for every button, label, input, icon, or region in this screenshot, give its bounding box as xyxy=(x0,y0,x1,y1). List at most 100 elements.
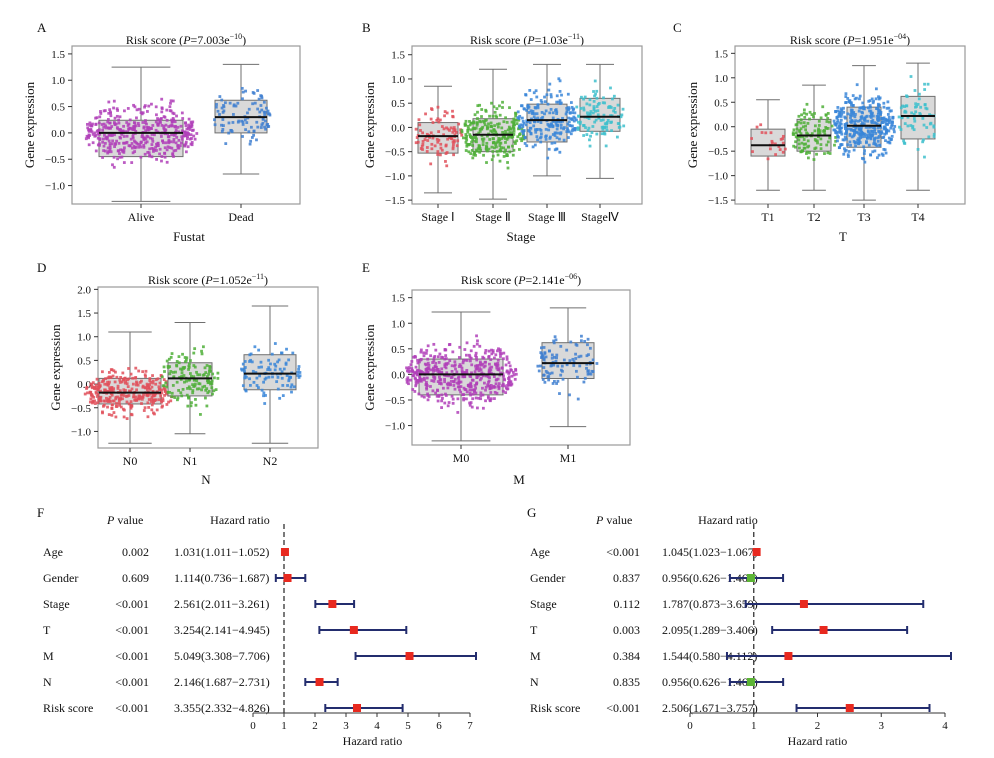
data-point xyxy=(411,369,415,373)
data-point xyxy=(470,405,474,409)
data-point xyxy=(493,124,496,128)
data-point xyxy=(574,352,577,356)
data-point xyxy=(556,123,560,127)
data-point xyxy=(580,95,583,99)
data-point xyxy=(94,123,98,126)
data-point xyxy=(144,121,147,125)
data-point xyxy=(444,143,448,147)
data-point xyxy=(162,365,166,369)
data-point xyxy=(94,149,98,153)
data-point xyxy=(771,141,774,145)
data-point xyxy=(104,388,107,392)
data-point xyxy=(472,390,476,393)
data-point xyxy=(160,375,164,379)
data-point xyxy=(85,387,88,390)
data-point xyxy=(479,360,482,364)
data-point xyxy=(241,120,245,124)
group-Dead: Dead xyxy=(213,63,272,224)
data-point xyxy=(256,107,260,111)
data-point xyxy=(130,413,134,417)
data-point xyxy=(558,99,562,103)
data-point xyxy=(518,126,522,130)
data-point xyxy=(547,375,551,378)
data-point xyxy=(421,148,424,151)
data-point xyxy=(812,158,816,161)
data-point xyxy=(158,388,162,391)
data-point xyxy=(867,143,871,147)
data-point xyxy=(806,145,809,149)
data-point xyxy=(151,394,155,398)
data-point xyxy=(432,369,435,373)
data-point xyxy=(505,369,509,373)
data-point xyxy=(858,97,861,101)
data-point xyxy=(569,124,573,128)
data-point xyxy=(921,138,925,142)
data-point xyxy=(447,343,451,347)
data-point xyxy=(854,125,858,129)
data-point xyxy=(482,356,486,360)
data-point xyxy=(271,375,274,379)
data-point xyxy=(585,362,589,366)
data-point xyxy=(211,372,215,376)
data-point xyxy=(476,117,479,120)
data-point xyxy=(567,116,571,120)
forest-row-M: M <0.001 5.049(3.308−7.706) xyxy=(43,649,477,663)
data-point xyxy=(115,139,118,143)
data-point xyxy=(151,400,155,403)
data-point xyxy=(437,120,441,124)
data-point xyxy=(478,103,482,107)
data-point xyxy=(588,138,591,142)
data-point xyxy=(475,123,479,127)
data-point xyxy=(452,126,456,129)
data-point xyxy=(263,402,267,405)
data-point xyxy=(863,160,867,164)
data-point xyxy=(190,374,193,378)
data-point xyxy=(154,105,158,109)
panel-letter: B xyxy=(362,20,371,35)
data-point xyxy=(131,135,135,138)
data-point xyxy=(148,136,152,140)
data-point xyxy=(481,119,485,123)
data-point xyxy=(477,146,481,150)
hr-point xyxy=(845,704,854,712)
data-point xyxy=(815,152,818,156)
data-point xyxy=(153,133,156,137)
data-point xyxy=(842,138,846,142)
data-point xyxy=(468,120,471,123)
data-point xyxy=(125,134,129,138)
data-point xyxy=(440,148,444,152)
data-point xyxy=(470,149,474,152)
data-point xyxy=(591,358,595,362)
title-p-exponent: −06 xyxy=(565,272,578,281)
data-point xyxy=(465,368,469,372)
data-point xyxy=(284,361,288,365)
data-point xyxy=(425,376,429,380)
data-point xyxy=(419,129,422,132)
row-hr-text: 2.506(1.671−3.757) xyxy=(662,701,758,715)
data-point xyxy=(115,402,118,405)
data-point xyxy=(468,355,472,359)
data-point xyxy=(518,133,521,137)
data-point xyxy=(453,377,457,381)
row-hr-text: 5.049(3.308−7.706) xyxy=(174,649,270,663)
data-point xyxy=(558,89,562,93)
data-point xyxy=(425,132,429,136)
data-point xyxy=(179,141,183,145)
data-point xyxy=(436,140,440,144)
data-point xyxy=(163,370,166,373)
data-point xyxy=(587,117,591,120)
data-point xyxy=(91,381,95,385)
data-point xyxy=(199,413,202,416)
data-point xyxy=(518,148,521,151)
row-label: Gender xyxy=(530,571,565,585)
data-point xyxy=(497,367,501,370)
data-point xyxy=(465,370,468,374)
data-point xyxy=(504,391,508,395)
data-point xyxy=(260,94,264,98)
data-point xyxy=(582,108,586,112)
data-point xyxy=(262,110,266,114)
data-point xyxy=(416,358,419,362)
data-point xyxy=(498,104,501,108)
